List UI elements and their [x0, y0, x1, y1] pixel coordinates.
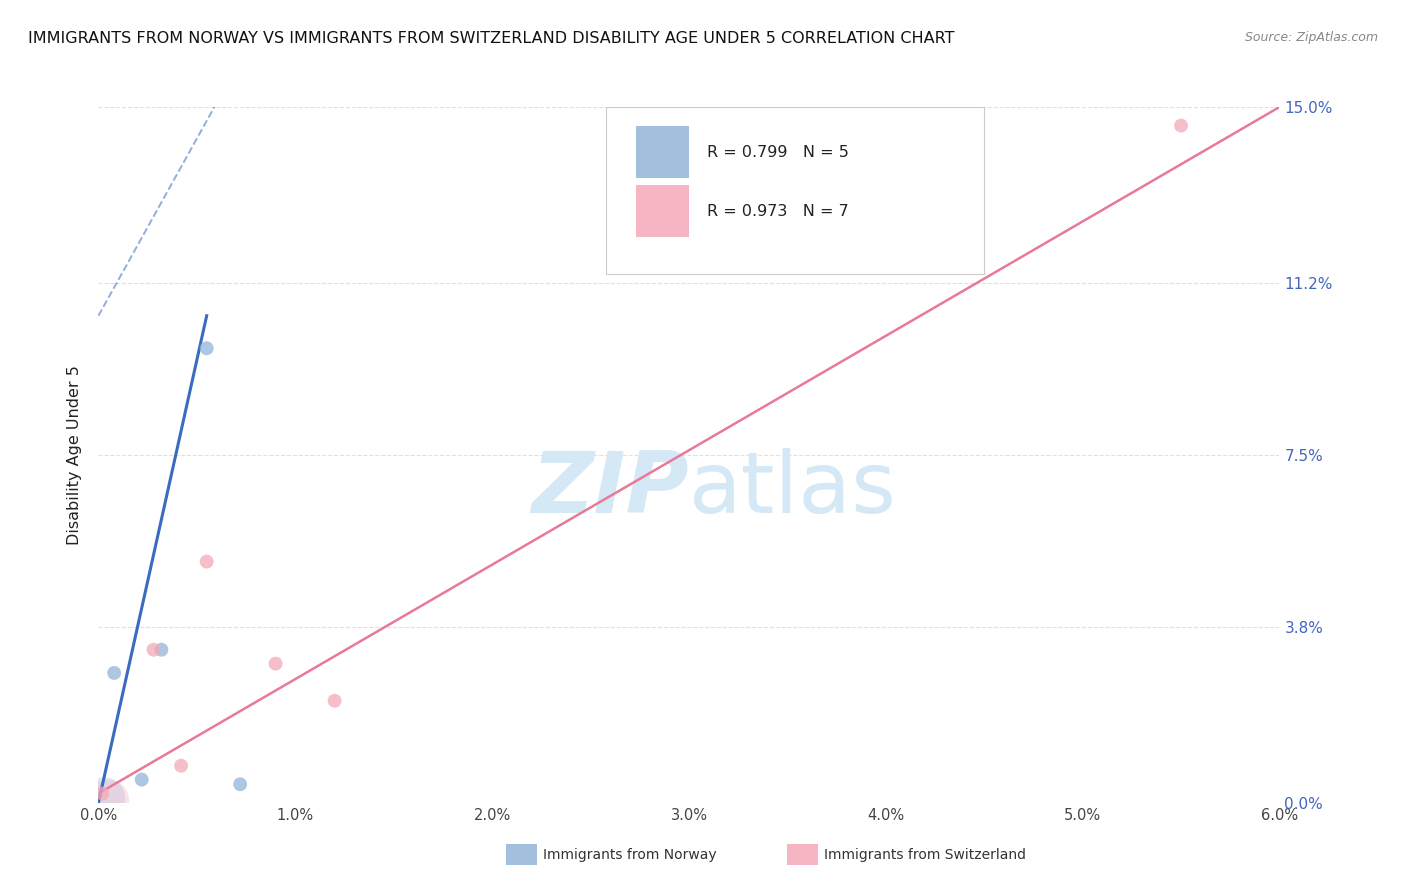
- Text: Immigrants from Norway: Immigrants from Norway: [543, 847, 716, 862]
- FancyBboxPatch shape: [606, 107, 984, 274]
- Text: R = 0.973   N = 7: R = 0.973 N = 7: [707, 204, 848, 219]
- Point: [195, 555, 218, 569]
- Point: [142, 642, 165, 657]
- Text: ZIP: ZIP: [531, 448, 689, 532]
- Point: [195, 341, 218, 355]
- FancyBboxPatch shape: [636, 126, 689, 178]
- Text: IMMIGRANTS FROM NORWAY VS IMMIGRANTS FROM SWITZERLAND DISABILITY AGE UNDER 5 COR: IMMIGRANTS FROM NORWAY VS IMMIGRANTS FRO…: [28, 31, 955, 46]
- Text: R = 0.799   N = 5: R = 0.799 N = 5: [707, 145, 849, 160]
- Point: [93, 791, 115, 805]
- Y-axis label: Disability Age Under 5: Disability Age Under 5: [67, 365, 83, 545]
- Point: [103, 665, 125, 680]
- Point: [91, 787, 114, 801]
- Text: Immigrants from Switzerland: Immigrants from Switzerland: [824, 847, 1026, 862]
- Point: [323, 694, 346, 708]
- Text: Source: ZipAtlas.com: Source: ZipAtlas.com: [1244, 31, 1378, 45]
- Point: [1170, 119, 1192, 133]
- Point: [150, 642, 173, 657]
- Point: [170, 758, 193, 772]
- Point: [131, 772, 153, 787]
- Text: atlas: atlas: [689, 448, 897, 532]
- Point: [97, 793, 120, 807]
- FancyBboxPatch shape: [636, 186, 689, 237]
- Point: [264, 657, 287, 671]
- Point: [229, 777, 252, 791]
